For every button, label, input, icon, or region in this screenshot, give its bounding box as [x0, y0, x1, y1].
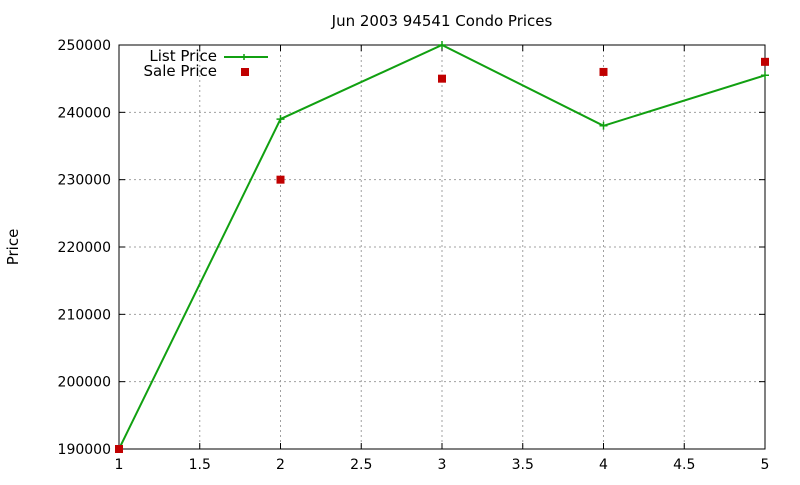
data-point-sale-price	[115, 445, 123, 453]
series	[115, 41, 769, 453]
data-point-list-price	[276, 115, 285, 124]
x-tick-label: 1.5	[189, 457, 211, 473]
x-tick-label: 2.5	[350, 457, 372, 473]
x-tick-label: 4	[599, 457, 608, 473]
y-tick-label: 210000	[58, 307, 111, 323]
x-tick-label: 2	[276, 457, 285, 473]
chart-title: Jun 2003 94541 Condo Prices	[331, 12, 553, 30]
x-tick-label: 1	[115, 457, 124, 473]
data-point-sale-price	[761, 57, 769, 66]
data-point-sale-price	[599, 67, 608, 76]
data-point-list-price	[438, 41, 446, 49]
axis-ticks: 1 1.5 2 2.5 3 3.5 4 4.5 5 190000 200000 210000 22000…	[58, 38, 770, 473]
x-tick-label: 3	[438, 457, 447, 473]
y-tick-label: 220000	[58, 240, 111, 256]
y-tick-label: 230000	[58, 173, 111, 189]
x-tick-label: 5	[761, 457, 770, 473]
y-tick-label: 250000	[58, 38, 111, 54]
legend-label-sale-price: Sale Price	[144, 62, 217, 80]
legend-marker-sale-price	[241, 68, 249, 76]
data-point-list-price	[761, 71, 769, 80]
x-tick-label: 3.5	[512, 457, 534, 473]
x-tick-label: 4.5	[673, 457, 695, 473]
y-tick-label: 190000	[58, 442, 111, 458]
grid	[119, 45, 765, 449]
legend-marker-list-price	[241, 54, 247, 60]
data-point-list-price	[599, 121, 608, 130]
legend: List Price Sale Price	[144, 47, 268, 80]
y-tick-label: 240000	[58, 105, 111, 121]
legend-label-list-price: List Price	[149, 47, 217, 65]
data-point-sale-price	[276, 175, 285, 184]
y-axis-label: Price	[4, 229, 22, 266]
data-point-sale-price	[438, 74, 446, 83]
y-tick-label: 200000	[58, 375, 111, 391]
